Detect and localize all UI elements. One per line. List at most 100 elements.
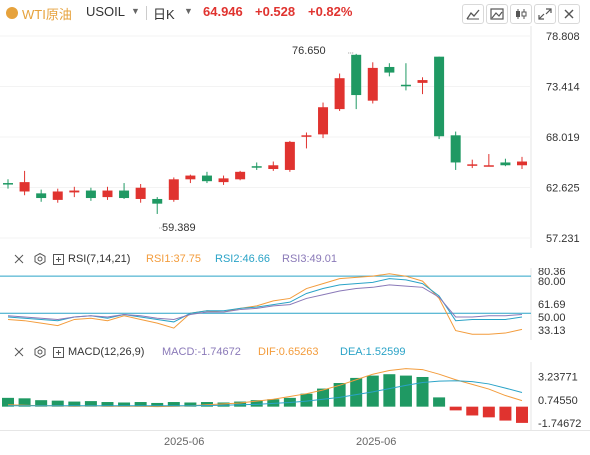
macd-histogram-bar [68, 401, 81, 407]
period-selector[interactable]: 日K [153, 7, 175, 22]
candle-body [3, 183, 13, 185]
close-icon [564, 9, 574, 19]
candle-body [235, 171, 246, 180]
rsi-series-line [7, 284, 523, 320]
candle-body [467, 164, 478, 166]
macd-histogram-bar [499, 406, 512, 421]
macd-histogram-bar [366, 375, 379, 407]
candle-body [85, 190, 96, 199]
current-price: 64.946 [203, 4, 243, 19]
candle-style-button[interactable] [510, 4, 532, 24]
chart-header: WTI原油 USOIL ▼ 日K ▼ 64.946 +0.528 +0.82% [0, 0, 590, 26]
y-tick-label: 80.00 [538, 276, 566, 288]
candle-body [284, 141, 295, 170]
macd-histogram-bar [167, 402, 180, 407]
dea-value: DEA:1.52599 [340, 346, 406, 358]
price-change-percent: +0.82% [308, 4, 353, 19]
x-axis: 2025-06 2025-06 [0, 430, 590, 455]
macd-histogram-bar [433, 397, 446, 407]
y-tick-label: 68.019 [546, 132, 580, 144]
macd-histogram-bar [118, 402, 131, 407]
candle-body [152, 198, 163, 204]
draw-line-button[interactable] [462, 4, 484, 24]
candle-body [119, 190, 130, 199]
macd-value: MACD:-1.74672 [162, 346, 241, 358]
macd-histogram-bar [317, 388, 330, 407]
symbol-name[interactable]: WTI原油 [22, 7, 72, 22]
candle-body [450, 135, 461, 163]
expand-icon[interactable] [53, 254, 64, 265]
close-icon[interactable] [14, 254, 24, 264]
y-tick-label: 61.69 [538, 299, 566, 311]
macd-histogram-bar [51, 400, 64, 407]
y-tick-label: -1.74672 [538, 418, 581, 430]
macd-histogram-bar [466, 406, 479, 416]
candle-body [500, 162, 511, 166]
y-tick-label: 57.231 [546, 233, 580, 245]
macd-histogram-bar [383, 374, 396, 407]
y-tick-label: 33.13 [538, 325, 566, 337]
rsi-series-line [7, 278, 523, 323]
candle-body [168, 179, 179, 200]
macd-histogram-bar [250, 400, 263, 407]
x-tick-label: 2025-06 [164, 436, 205, 448]
candle-body [417, 80, 428, 83]
image-icon [490, 8, 504, 20]
expand-icon[interactable] [53, 347, 64, 358]
candle-body [384, 66, 395, 73]
candle-body [36, 193, 47, 199]
macd-histogram-bar [350, 377, 363, 407]
draw-line-icon [466, 9, 480, 20]
close-icon[interactable] [14, 347, 24, 357]
candle-body [400, 84, 411, 87]
macd-params: MACD(12,26,9) [68, 346, 145, 358]
macd-histogram-bar [234, 401, 247, 407]
y-tick-label: 78.808 [546, 31, 580, 43]
fullscreen-icon [538, 8, 552, 20]
macd-histogram-bar [516, 406, 528, 423]
candle-body [268, 165, 279, 170]
candlestick-chart[interactable]: 78.808 73.414 68.019 62.625 57.231 [0, 26, 590, 248]
chevron-down-icon[interactable]: ▼ [131, 6, 140, 16]
candle-body [301, 135, 312, 137]
symbol-code[interactable]: USOIL [86, 4, 126, 19]
macd-histogram-bar [416, 376, 429, 407]
candle-style-icon [516, 9, 527, 19]
rsi-legend: RSI(7,14,21) RSI1:37.75 RSI2:46.66 RSI3:… [6, 251, 386, 267]
high-annotation: 76.650 [292, 45, 326, 57]
macd-histogram-bar [35, 400, 48, 407]
candle-body [218, 178, 229, 183]
y-tick-label: 62.625 [546, 183, 580, 195]
y-tick-label: 73.414 [546, 81, 580, 93]
rsi3-value: RSI3:49.01 [282, 253, 338, 265]
gear-icon[interactable] [34, 346, 46, 358]
y-tick-label: 0.74550 [538, 395, 578, 407]
dea-line [8, 380, 523, 407]
fullscreen-button[interactable] [534, 4, 556, 24]
macd-histogram-bar [184, 402, 197, 407]
logo-icon [6, 7, 18, 19]
gear-icon[interactable] [34, 253, 46, 265]
candle-body [251, 166, 262, 168]
macd-histogram-bar [399, 375, 412, 407]
y-tick-label: 3.23771 [538, 372, 578, 384]
candle-body [185, 175, 196, 180]
macd-chart[interactable]: 3.23771 0.74550 -1.74672 [0, 362, 590, 430]
macd-histogram-bar [449, 406, 462, 411]
candle-body [135, 187, 146, 199]
macd-histogram-bar [300, 393, 313, 407]
macd-histogram-bar [333, 383, 346, 407]
macd-histogram-bar [84, 401, 97, 407]
dif-value: DIF:0.65263 [258, 346, 319, 358]
macd-histogram-bar [18, 398, 31, 407]
close-button[interactable] [558, 4, 580, 24]
candle-body [102, 190, 113, 198]
chevron-down-icon[interactable]: ▼ [184, 6, 193, 16]
header-divider [146, 6, 147, 20]
x-tick-label: 2025-06 [356, 436, 397, 448]
image-button[interactable] [486, 4, 508, 24]
candle-body [367, 67, 378, 101]
rsi1-value: RSI1:37.75 [146, 253, 202, 265]
rsi-params: RSI(7,14,21) [68, 253, 131, 265]
